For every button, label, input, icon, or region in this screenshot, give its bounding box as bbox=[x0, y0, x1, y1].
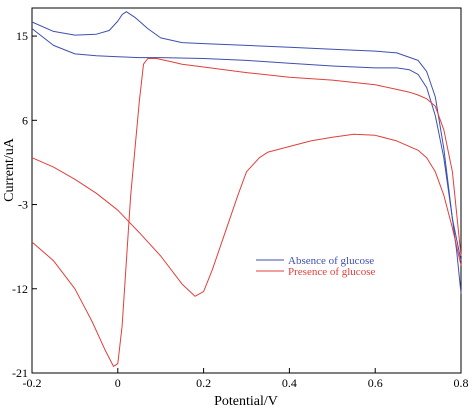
series-line-2-segment-2 bbox=[31, 133, 462, 297]
x-axis-ticks: -0.2 0 0.2 0.4 0.6 0.8 bbox=[23, 368, 469, 390]
x-tick-label: 0.2 bbox=[196, 376, 211, 390]
x-tick-label: 0 bbox=[115, 376, 121, 390]
y-tick-label: -3 bbox=[18, 198, 28, 212]
y-tick-label: -12 bbox=[12, 282, 28, 296]
plot-area-frame bbox=[31, 7, 462, 374]
y-axis-ticks: 15 6 -3 -12 -21 bbox=[12, 29, 37, 380]
x-tick-label: 0.6 bbox=[368, 376, 383, 390]
legend-label: Presence of glucose bbox=[288, 266, 375, 278]
y-tick-label: 15 bbox=[16, 29, 28, 43]
y-axis-label: Current/uA bbox=[2, 137, 17, 202]
series-line-1-segment-2 bbox=[31, 28, 462, 261]
series-layer bbox=[31, 11, 462, 367]
legend-label: Absence of glucose bbox=[288, 255, 374, 267]
y-tick-label: -21 bbox=[12, 366, 28, 380]
y-tick-label: 6 bbox=[22, 113, 28, 127]
x-tick-label: 0.8 bbox=[454, 376, 469, 390]
series-line-2-segment-1 bbox=[31, 58, 462, 367]
x-tick-label: 0.4 bbox=[282, 376, 297, 390]
x-axis-label: Potential/V bbox=[214, 394, 278, 409]
x-tick-label: -0.2 bbox=[23, 376, 42, 390]
series-line-1-segment-1 bbox=[31, 11, 462, 294]
